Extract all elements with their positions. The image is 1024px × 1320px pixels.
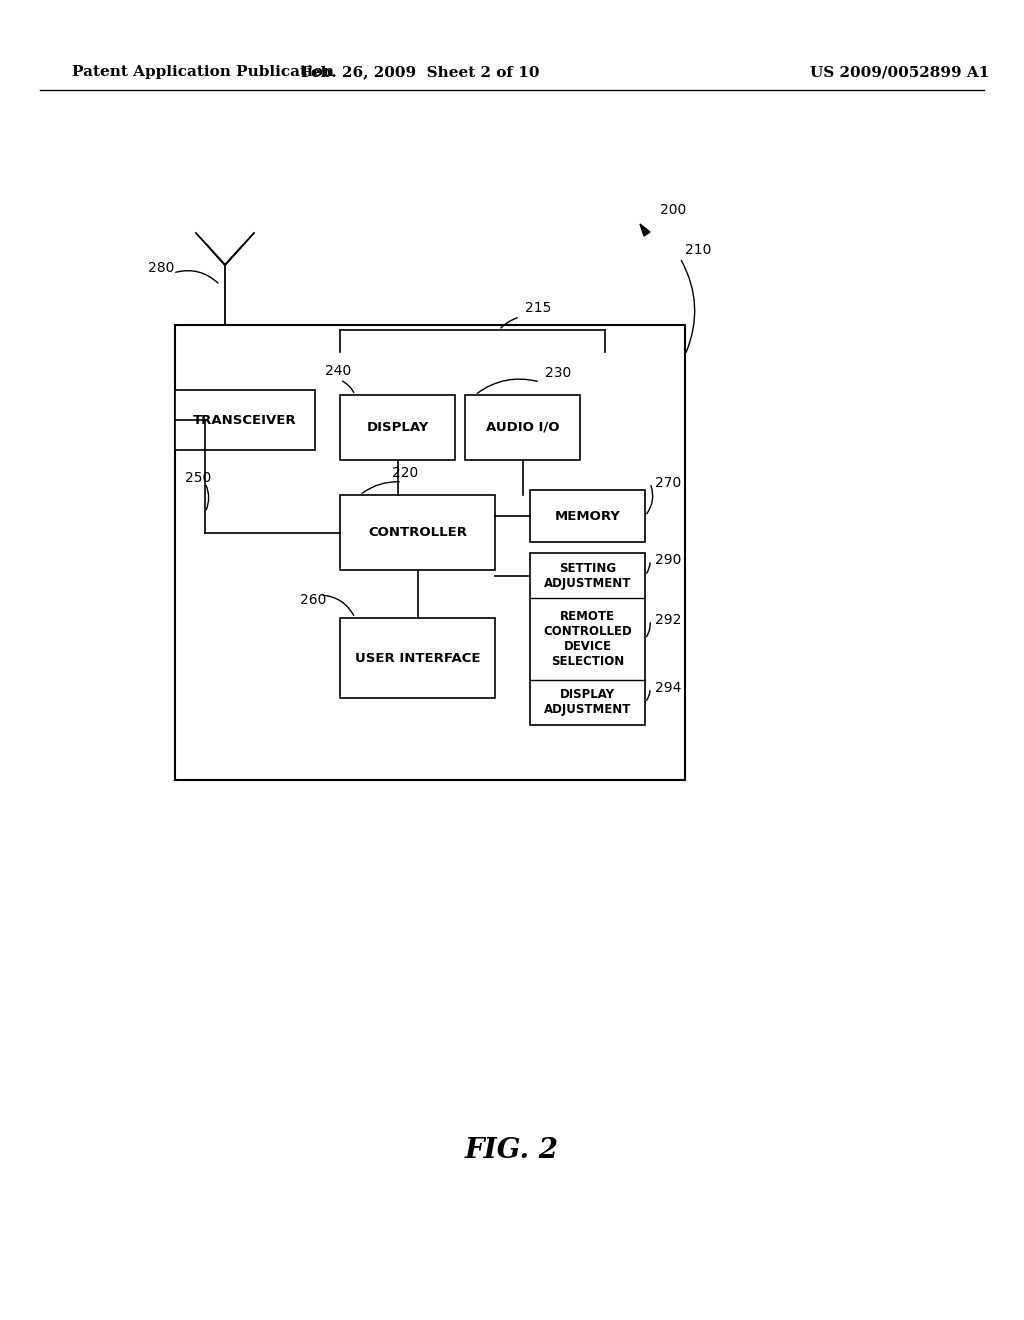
Text: DISPLAY
ADJUSTMENT: DISPLAY ADJUSTMENT: [544, 689, 631, 717]
Text: 210: 210: [685, 243, 712, 257]
Bar: [340, 395, 455, 459]
Text: US 2009/0052899 A1: US 2009/0052899 A1: [810, 65, 989, 79]
Bar: [175, 389, 315, 450]
Text: REMOTE
CONTROLLED
DEVICE
SELECTION: REMOTE CONTROLLED DEVICE SELECTION: [543, 610, 632, 668]
Text: USER INTERFACE: USER INTERFACE: [354, 652, 480, 664]
Bar: [465, 395, 580, 459]
Text: 294: 294: [655, 681, 681, 696]
Bar: [340, 618, 495, 698]
Text: 290: 290: [655, 553, 681, 568]
Text: FIG. 2: FIG. 2: [465, 1137, 559, 1163]
Text: 230: 230: [545, 366, 571, 380]
Bar: [175, 325, 685, 780]
Text: Patent Application Publication: Patent Application Publication: [72, 65, 334, 79]
Text: 200: 200: [660, 203, 686, 216]
Text: DISPLAY: DISPLAY: [367, 421, 429, 434]
Text: 250: 250: [185, 471, 211, 484]
Text: 280: 280: [148, 261, 174, 275]
Text: 220: 220: [392, 466, 418, 480]
Bar: [340, 495, 495, 570]
Text: 240: 240: [325, 364, 351, 378]
Text: MEMORY: MEMORY: [555, 510, 621, 523]
Text: Feb. 26, 2009  Sheet 2 of 10: Feb. 26, 2009 Sheet 2 of 10: [301, 65, 540, 79]
Text: SETTING
ADJUSTMENT: SETTING ADJUSTMENT: [544, 561, 631, 590]
Text: 292: 292: [655, 612, 681, 627]
Bar: [530, 490, 645, 543]
Text: TRANSCEIVER: TRANSCEIVER: [194, 413, 297, 426]
Text: AUDIO I/O: AUDIO I/O: [485, 421, 559, 434]
Text: CONTROLLER: CONTROLLER: [368, 525, 467, 539]
Text: 270: 270: [655, 477, 681, 490]
Polygon shape: [640, 224, 650, 236]
Bar: [530, 553, 645, 725]
Text: 260: 260: [300, 593, 327, 607]
Text: 215: 215: [525, 301, 551, 315]
